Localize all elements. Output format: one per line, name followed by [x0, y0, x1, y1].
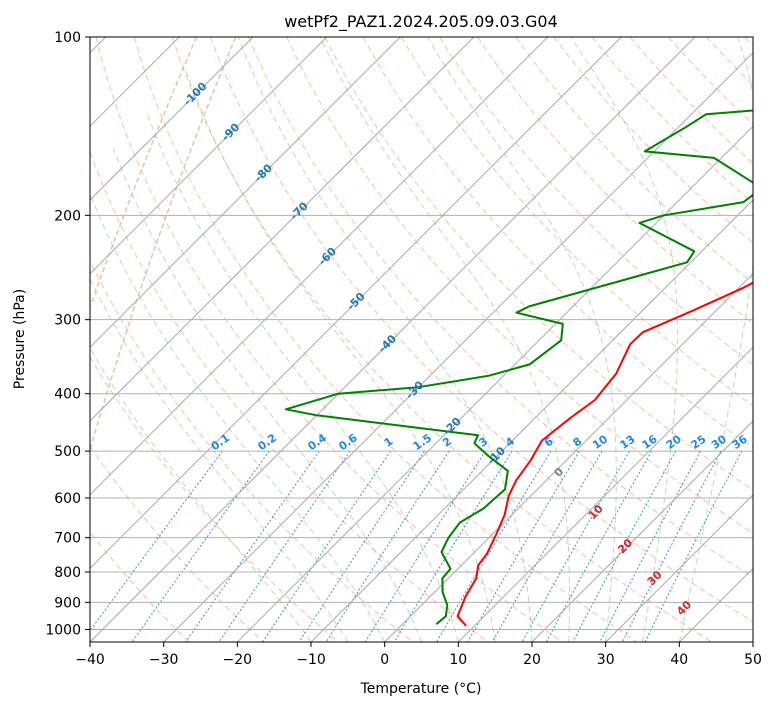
- moist-adiabat-line: [90, 346, 312, 642]
- dry-adiabat-line: [553, 37, 753, 244]
- mixing-ratio-line: [545, 450, 653, 642]
- reference-curve-line: [90, 37, 237, 453]
- y-tick-label: 800: [54, 565, 81, 581]
- y-tick-label: 300: [54, 313, 81, 329]
- mixing-ratio-line: [491, 450, 603, 642]
- isotherm-line: [90, 37, 622, 570]
- isotherm-line: [236, 125, 753, 642]
- isotherm-line: [90, 37, 401, 349]
- temperature-profile-line: [456, 281, 753, 627]
- y-tick-label: 400: [54, 387, 81, 403]
- moist-adiabat-line: [678, 37, 753, 642]
- mixing-ratio-line: [185, 450, 320, 642]
- x-tick-label: 30: [597, 652, 615, 668]
- dewpoint-profile-line: [284, 109, 753, 625]
- isotherm-line: [457, 346, 753, 642]
- moist-adiabat-line: [319, 37, 571, 642]
- isotherm-line: [531, 420, 753, 642]
- moist-adiabat-line: [570, 37, 679, 642]
- isotherm-line: [752, 641, 753, 642]
- dry-adiabat-line: [171, 37, 712, 642]
- moist-adiabat-line: [90, 192, 386, 642]
- y-axis: 100 200 300 400 500 600 700 800 900 1000: [45, 30, 90, 638]
- x-tick-label: −40: [75, 652, 105, 668]
- chart-title: wetPf2_PAZ1.2024.205.09.03.G04: [284, 12, 558, 32]
- y-tick-label: 500: [54, 444, 81, 460]
- x-tick-label: −10: [296, 652, 326, 668]
- mixing-ratio-line: [599, 450, 701, 642]
- y-tick-label: 600: [54, 491, 81, 507]
- y-tick-label: 200: [54, 208, 81, 224]
- series-layer: [284, 109, 753, 627]
- x-axis: −40 −30 −20 −10 0 10 20 30 40 50: [75, 642, 762, 668]
- mixing-ratio-line: [572, 450, 677, 642]
- dry-adiabat-line: [400, 37, 753, 407]
- mixing-ratio-line: [364, 450, 486, 642]
- dry-adiabat-line: [90, 150, 488, 642]
- isotherm-line: [605, 493, 753, 642]
- y-tick-label: 1000: [45, 622, 81, 638]
- dry-adiabat-line: [210, 37, 753, 623]
- dry-adiabat-line: [90, 531, 190, 642]
- dry-adiabat-line: [248, 37, 753, 578]
- dry-adiabat-line: [591, 37, 753, 204]
- plot-area: [90, 37, 753, 642]
- dry-adiabat-line: [438, 37, 753, 366]
- moist-adiabat-line: [426, 37, 617, 642]
- x-tick-label: −30: [149, 652, 179, 668]
- mixing-ratio-line: [218, 450, 351, 642]
- x-tick-label: 50: [744, 652, 762, 668]
- y-tick-label: 100: [54, 30, 81, 46]
- x-axis-label: Temperature (°C): [360, 681, 482, 697]
- y-tick-label: 900: [54, 595, 81, 611]
- dry-adiabat-line: [286, 37, 753, 534]
- x-tick-label: 20: [523, 652, 541, 668]
- grid-layer: [90, 37, 753, 642]
- moist-adiabat-line: [90, 278, 349, 642]
- dry-adiabat-line: [90, 356, 339, 642]
- isotherm-line: [90, 37, 549, 496]
- isotherm-line: [90, 37, 696, 642]
- mixing-ratio-line: [644, 450, 743, 642]
- dry-adiabat-line: [133, 37, 638, 642]
- y-tick-label: 700: [54, 531, 81, 547]
- y-axis-label: Pressure (hPa): [12, 289, 28, 389]
- dry-adiabat-line: [90, 445, 264, 642]
- isotherm-line: [384, 272, 753, 642]
- plot-frame: [89, 36, 754, 643]
- mixing-ratio-line: [90, 450, 223, 632]
- moist-adiabat-line: [185, 70, 496, 642]
- isotherm-line: [90, 37, 328, 275]
- mixing-ratio-line: [262, 450, 392, 642]
- x-tick-label: 10: [449, 652, 467, 668]
- isotherm-line: [90, 37, 475, 422]
- mixing-ratio-line: [521, 450, 630, 642]
- x-tick-label: −20: [223, 652, 253, 668]
- mixing-ratio-line: [621, 450, 722, 642]
- mixing-ratio-line: [298, 450, 425, 642]
- isotherm-line: [310, 199, 753, 642]
- x-tick-label: 40: [670, 652, 688, 668]
- isotherm-line: [90, 37, 254, 201]
- x-tick-label: 0: [380, 652, 389, 668]
